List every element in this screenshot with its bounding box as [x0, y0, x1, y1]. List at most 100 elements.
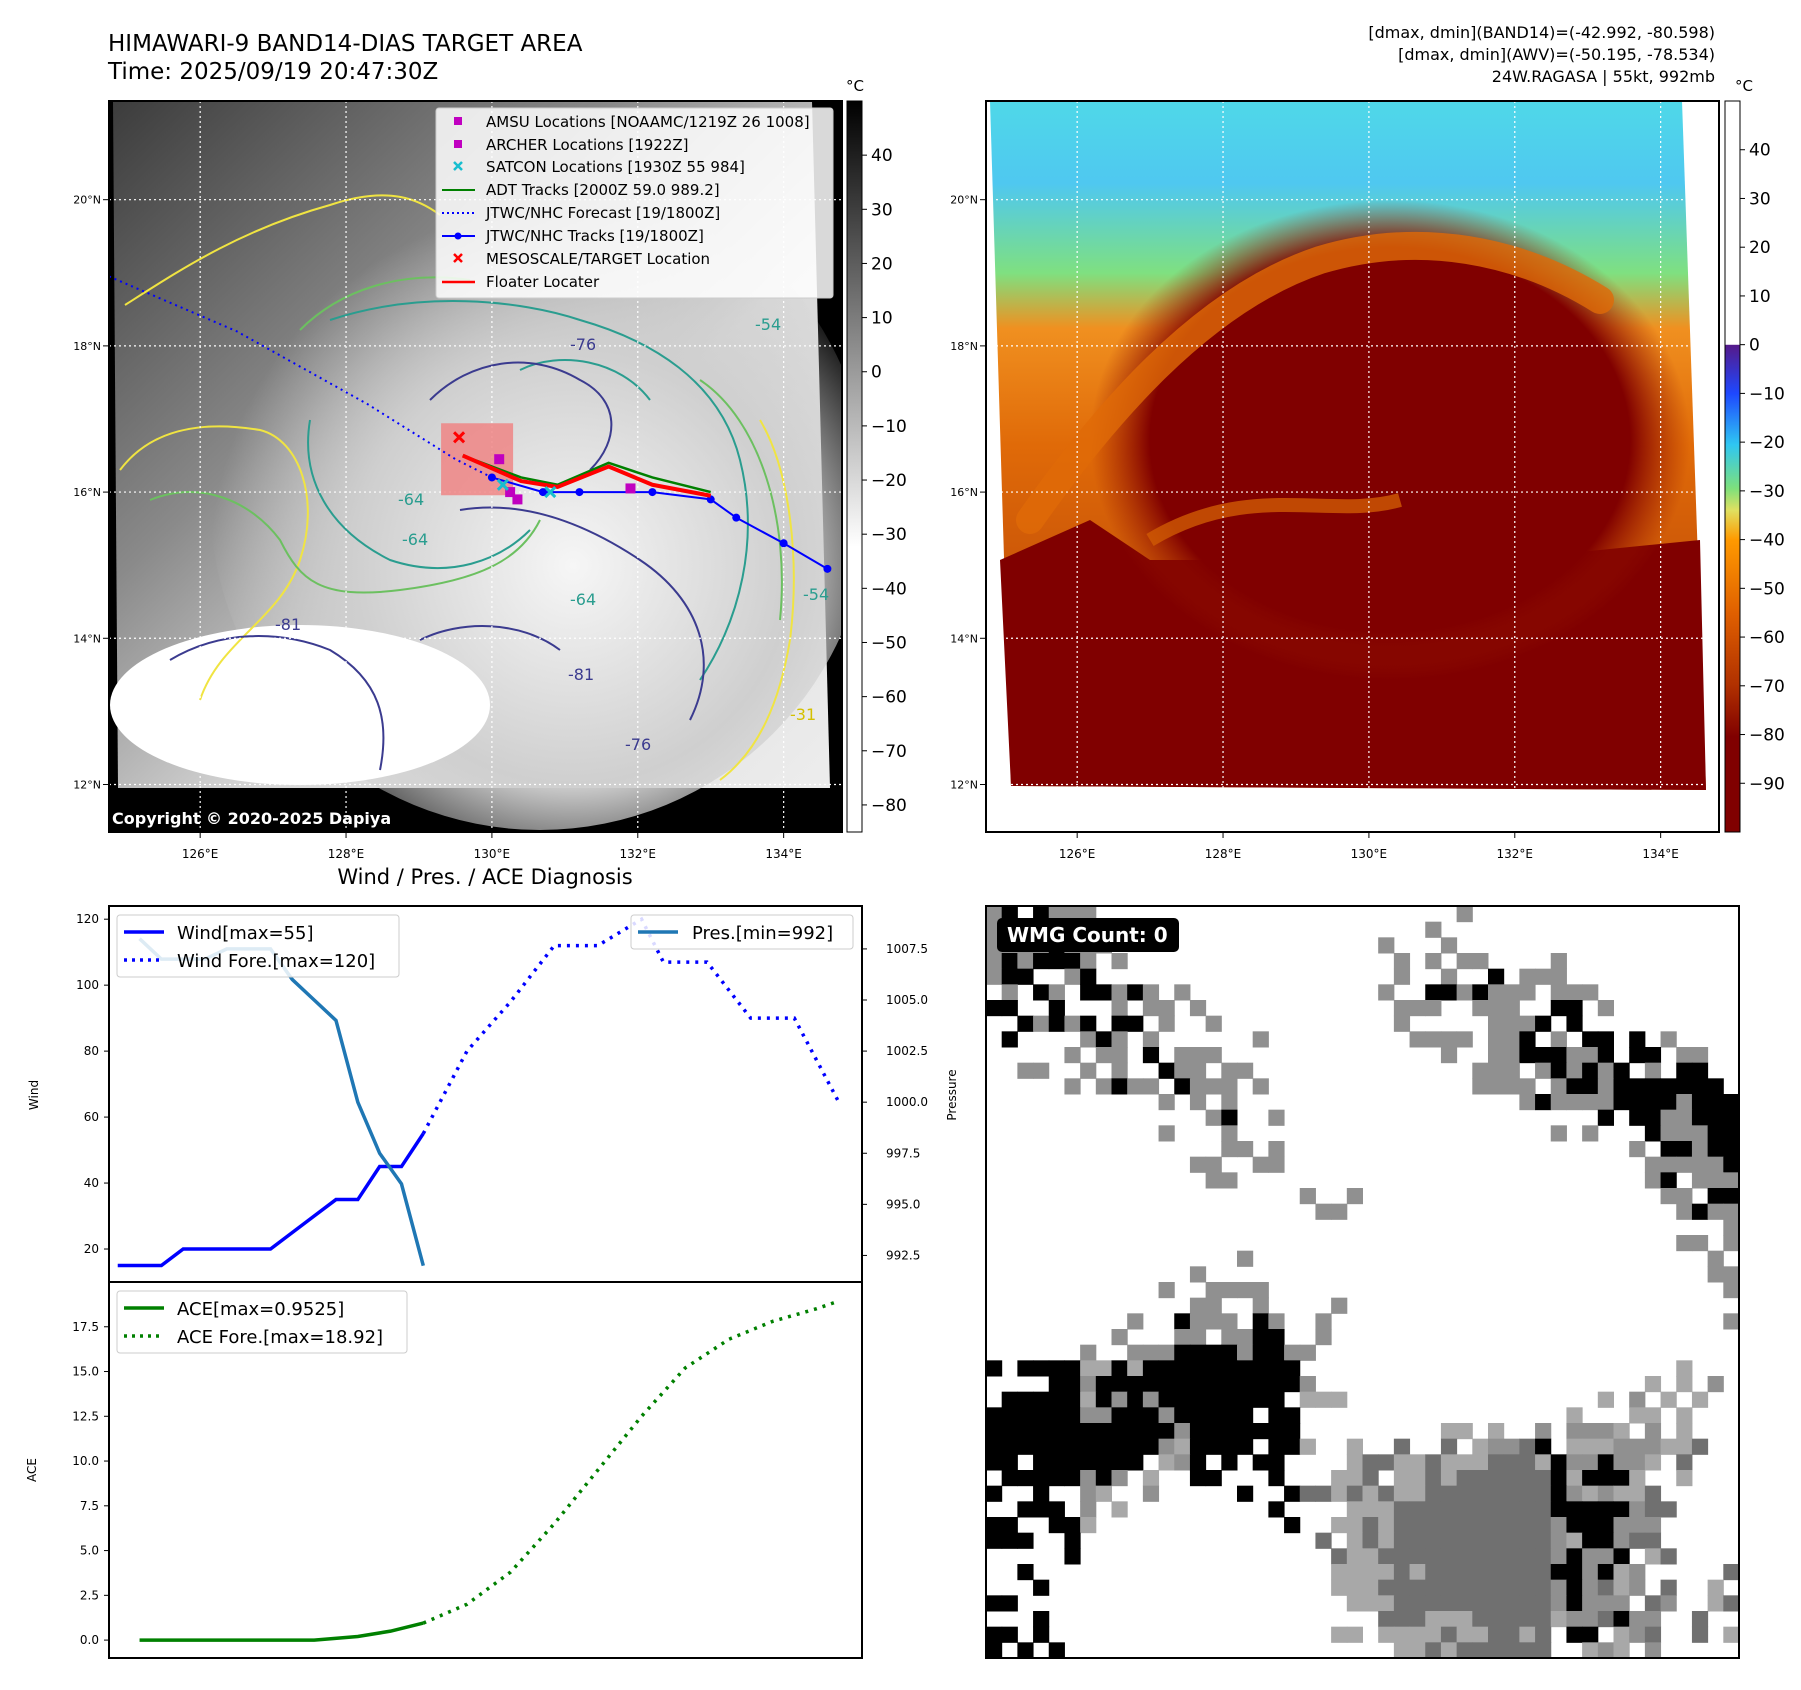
wmg-cell [1378, 1532, 1395, 1549]
wmg-cell [1644, 1438, 1662, 1455]
wmg-cell [1033, 1407, 1050, 1424]
wmg-cell [1127, 1015, 1144, 1032]
wmg-cell [1080, 1423, 1097, 1440]
wmg-cell [1378, 1611, 1395, 1628]
wmg-cell [1691, 1626, 1709, 1643]
wmg-cell [1252, 1156, 1269, 1173]
wmg-cell [1064, 1015, 1081, 1032]
lat-tick-label: 16°N [73, 486, 101, 499]
wmg-cell [1472, 1062, 1489, 1079]
wmg-cell [1550, 1595, 1567, 1612]
wmg-cell [1221, 1438, 1238, 1455]
wmg-cell [1440, 1595, 1458, 1612]
wmg-panel: WMG Count: 0 [985, 905, 1740, 1659]
copyright-text: Copyright © 2020-2025 Dapiya [112, 809, 391, 828]
wmg-cell [1252, 1360, 1269, 1377]
wmg-cell [1691, 1156, 1709, 1173]
wmg-cell [1095, 1485, 1112, 1502]
info-awv: [dmax, dmin](AWV)=(-50.195, -78.534) [1398, 45, 1715, 64]
wmg-cell [1535, 1470, 1552, 1487]
wmg-cell [1378, 1564, 1395, 1581]
wmg-cell [1252, 1423, 1269, 1440]
gray-colorbar: °C 40 30 20 10 0 −10 −20 −30 −40 −50 −60 −70 −80 [846, 77, 907, 833]
wmg-cell [1205, 1344, 1222, 1361]
wmg-cell [1456, 984, 1473, 1001]
legend-label: SATCON Locations [1930Z 55 984] [486, 158, 745, 176]
wmg-cell [1080, 1015, 1097, 1032]
wmg-cell [1174, 1313, 1191, 1330]
right-map-rainband [1016, 231, 1614, 534]
wmg-cell [1723, 1595, 1740, 1612]
wmg-cell [1723, 1219, 1740, 1236]
y-tick-label: 15.0 [72, 1365, 99, 1379]
figure-title: HIMAWARI-9 BAND14-DIAS TARGET AREA [108, 31, 583, 57]
ace-legend-box [116, 1290, 408, 1354]
wmg-cell [1221, 1094, 1238, 1111]
wmg-cell [1691, 1141, 1709, 1158]
legend-label: ADT Tracks [2000Z 59.0 989.2] [486, 181, 720, 199]
wmg-cell [1142, 1391, 1160, 1408]
wmg-cell [1393, 953, 1411, 970]
contour-label: -31 [790, 705, 816, 724]
wmg-cell [1205, 1313, 1222, 1330]
wmg-cell [1409, 1564, 1426, 1581]
wmg-cell [986, 1532, 1003, 1549]
wmg-cell [1456, 1564, 1473, 1581]
wmg-cell [1001, 1000, 1018, 1017]
contour-label: -76 [625, 735, 651, 754]
amsu-markers [494, 454, 505, 465]
wmg-cell [1519, 1626, 1536, 1643]
wind-fore-legend-label: Wind Fore.[max=120] [177, 951, 375, 972]
wmg-cell [1723, 1564, 1740, 1581]
wmg-cell [1488, 1015, 1505, 1032]
wmg-cell [1723, 1109, 1740, 1126]
wmg-cell [1440, 1470, 1458, 1487]
wmg-cell [1488, 1438, 1505, 1455]
lon-tick-label: 130°E [1351, 847, 1388, 861]
right-map-rainband-inner [1146, 493, 1402, 547]
wmg-cell [1629, 1391, 1646, 1408]
wmg-cell [986, 953, 1003, 970]
wmg-cell [1001, 984, 1018, 1001]
wmg-cell [1331, 1548, 1348, 1565]
wmg-cell [1723, 1172, 1740, 1189]
y-right-tick-label: 997.5 [886, 1146, 920, 1160]
wmg-cell [1440, 1031, 1458, 1048]
wmg-cell [1503, 1454, 1520, 1471]
wmg-cell [1707, 1109, 1724, 1126]
wmg-cell [1017, 1438, 1034, 1455]
wmg-cell [1284, 1360, 1301, 1377]
wmg-cell [1299, 1391, 1316, 1408]
colorbar-tick-label: −80 [1749, 726, 1785, 746]
wmg-cell [1142, 1376, 1160, 1393]
wmg-cell [1660, 1156, 1677, 1173]
wmg-cell [1048, 1423, 1065, 1440]
wmg-cell [1488, 1078, 1505, 1095]
wmg-cell [1660, 1078, 1677, 1095]
wmg-cell [1346, 1188, 1363, 1205]
wmg-cell [1629, 1501, 1646, 1518]
wmg-cell [1158, 1344, 1175, 1361]
wmg-cell [1237, 1391, 1254, 1408]
wmg-cell [1629, 1470, 1646, 1487]
wmg-cell [1425, 1485, 1442, 1502]
wmg-cell [1284, 1376, 1301, 1393]
target-x-marker [453, 431, 466, 444]
wmg-cell [1582, 1470, 1599, 1487]
wmg-cell [1189, 1376, 1207, 1393]
wmg-cell [1440, 1564, 1458, 1581]
lat-tick-label: 18°N [950, 340, 978, 353]
wmg-cell [1582, 1454, 1599, 1471]
lat-tick-label: 20°N [73, 194, 101, 207]
wmg-cell [1127, 1407, 1144, 1424]
wmg-cell [1644, 1517, 1662, 1534]
wmg-cell [1158, 1438, 1175, 1455]
wmg-cell [1566, 984, 1583, 1001]
y-tick-label: 40 [84, 1176, 99, 1190]
wmg-cell [1472, 1532, 1489, 1549]
wmg-cell [1644, 1125, 1662, 1142]
wmg-cell [1268, 1501, 1285, 1518]
wmg-cell [1472, 1517, 1489, 1534]
satcon-markers [496, 478, 557, 499]
wmg-cell [1189, 1344, 1207, 1361]
